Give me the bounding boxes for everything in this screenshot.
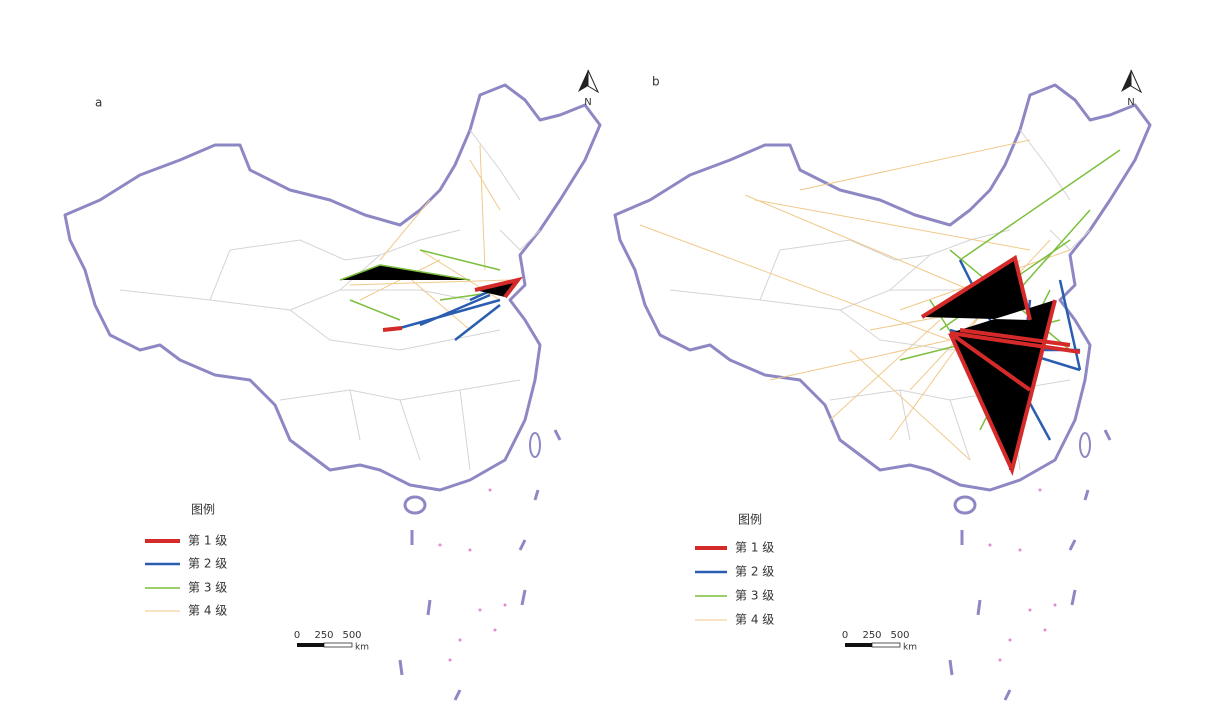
- north-arrow: [578, 70, 588, 92]
- legend-item: 第 4 级: [188, 604, 227, 618]
- scale-label: 0: [842, 630, 848, 641]
- legend-item: 第 3 级: [735, 589, 774, 603]
- scale-unit: km: [355, 643, 369, 653]
- scale-label: 0: [294, 630, 300, 641]
- scale-bar: [297, 643, 324, 647]
- scale-label: 500: [342, 630, 361, 641]
- scale-label: 250: [314, 630, 333, 641]
- network: [639, 139, 1121, 477]
- panel-label: b: [652, 75, 660, 89]
- scale-label: 500: [890, 630, 909, 641]
- legend-item: 第 2 级: [188, 557, 227, 571]
- north-arrow: [1121, 70, 1131, 92]
- scale-label: 250: [862, 630, 881, 641]
- legend-item: 第 3 级: [188, 581, 227, 595]
- legend-item: 第 1 级: [735, 541, 774, 555]
- scale-bar: [871, 642, 901, 648]
- legend-title: 图例: [738, 513, 762, 527]
- scale-bar: [845, 643, 872, 647]
- panel-b: b N 图例 第 1 级 第 2 级 第 3 级 第 4 级 0 250 500…: [613, 69, 1152, 702]
- network: [339, 144, 523, 341]
- panel-a: a N 图例 第 1 级 第 2 级 第 3 级 第 4 级 0 250 500…: [63, 69, 602, 702]
- north-arrow: [587, 69, 600, 94]
- scale-bar: [323, 642, 353, 648]
- panel-label: a: [95, 96, 102, 110]
- legend-item: 第 4 级: [735, 613, 774, 627]
- legend-title: 图例: [191, 503, 215, 517]
- map-outline: [613, 83, 1152, 702]
- scale-unit: km: [903, 643, 917, 653]
- legend-item: 第 1 级: [188, 534, 227, 548]
- north-arrow: [1130, 69, 1143, 94]
- north-label: N: [1127, 97, 1134, 108]
- legend-item: 第 2 级: [735, 565, 774, 579]
- north-label: N: [584, 97, 591, 108]
- map-outline: [63, 83, 602, 702]
